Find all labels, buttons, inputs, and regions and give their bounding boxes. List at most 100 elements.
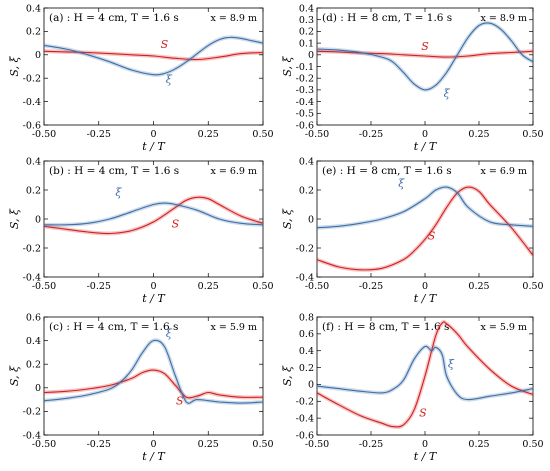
x-tick-label: -0.25	[359, 281, 383, 292]
y-tick-label: 0	[35, 383, 41, 394]
y-tick-label: 0	[308, 380, 314, 391]
x-tick-label: -0.25	[87, 439, 111, 450]
panel-d: -0.50 -0.25 0 0.25 0.50 -0.6-0.5-0.4-0.3-0.2-…	[281, 3, 544, 153]
x-tick-label: 0.25	[198, 129, 219, 140]
y-tick-label: -0.2	[23, 407, 41, 418]
x-tick-label: -0.25	[87, 281, 111, 292]
x-tick-label: 0.50	[522, 439, 543, 450]
x-axis-label: t / T	[142, 450, 166, 463]
y-tick-label: 0.4	[26, 336, 41, 347]
series-band	[317, 185, 533, 230]
x-tick-label: 0.50	[522, 281, 543, 292]
y-tick-label: -0.2	[23, 74, 41, 85]
y-tick-label: 0.1	[299, 38, 314, 49]
series-label: S	[172, 218, 180, 231]
x-tick-label: 0.50	[252, 129, 273, 140]
panel-title: (d) : H = 8 cm, T = 1.6 s	[322, 12, 452, 24]
y-tick-label: -0.4	[296, 413, 314, 424]
y-axis-label: S, ξ	[8, 365, 21, 386]
x-tick-label: 0.25	[468, 129, 489, 140]
x-axis-label: t / T	[414, 450, 438, 463]
y-tick-label: -0.2	[296, 74, 314, 85]
series-label: ξ	[166, 327, 173, 340]
series-xi	[44, 35, 263, 77]
y-tick-label: 0.4	[299, 156, 314, 167]
series-label: ξ	[398, 177, 405, 190]
y-tick-label: 0.4	[26, 156, 41, 167]
location-label: x = 8.9 m	[481, 13, 528, 24]
y-tick-label: 0	[308, 214, 314, 225]
y-axis-label: S, ξ	[281, 55, 294, 76]
x-tick-label: -0.50	[32, 439, 56, 450]
series-label: S	[419, 406, 427, 419]
plot-frame	[316, 160, 534, 278]
location-label: x = 6.9 m	[211, 166, 258, 177]
x-tick-label: 0	[422, 439, 428, 450]
y-tick-label: 0.2	[299, 185, 314, 196]
y-tick-label: -0.2	[296, 397, 314, 408]
series-label: ξ	[444, 87, 451, 100]
y-tick-label: 0	[35, 214, 41, 225]
panel-b: -0.50 -0.25 0 0.25 0.50 -0.4 -0.2 0 0.2 0.4 t / T S…	[8, 156, 274, 305]
y-tick-label: -0.3	[296, 85, 314, 96]
series-xi	[44, 201, 263, 227]
series-band	[44, 368, 263, 400]
x-axis-label: t / T	[414, 140, 438, 153]
plot-frame	[43, 160, 264, 278]
y-axis-label: S, ξ	[281, 365, 294, 386]
y-tick-label: 0.2	[26, 360, 41, 371]
x-tick-label: 0	[422, 281, 428, 292]
location-label: x = 5.9 m	[211, 322, 258, 333]
y-tick-label: 0.3	[299, 15, 314, 26]
y-tick-label: -0.2	[296, 243, 314, 254]
series-s	[317, 185, 533, 272]
series-line	[317, 22, 533, 91]
location-label: x = 8.9 m	[211, 13, 258, 24]
y-tick-label: -0.4	[23, 430, 41, 441]
series-line	[44, 196, 263, 235]
x-tick-label: -0.50	[305, 281, 329, 292]
y-tick-label: -0.4	[23, 97, 41, 108]
series-line	[317, 186, 533, 229]
y-tick-label: 0.2	[299, 27, 314, 38]
y-tick-label: -0.2	[23, 243, 41, 254]
y-tick-label: 0.6	[26, 312, 41, 323]
series-line	[44, 50, 263, 61]
panel-title: (b) : H = 4 cm, T = 1.6 s	[49, 165, 179, 177]
x-tick-label: 0	[422, 129, 428, 140]
y-tick-label: 0.8	[299, 312, 314, 323]
series-line	[317, 321, 533, 428]
y-axis-label: S, ξ	[8, 208, 21, 229]
y-tick-label: -0.4	[23, 272, 41, 283]
y-tick-label: -0.6	[296, 120, 314, 131]
x-tick-label: -0.25	[87, 129, 111, 140]
y-tick-label: 0.6	[299, 329, 314, 340]
y-tick-label: 0.4	[299, 346, 314, 357]
x-tick-label: 0	[150, 129, 156, 140]
series-label: ξ	[448, 358, 455, 371]
plot-frame	[43, 7, 264, 126]
series-s	[44, 49, 263, 62]
x-tick-label: 0.50	[522, 129, 543, 140]
series-label: ξ	[166, 73, 173, 86]
x-tick-label: -0.50	[32, 129, 56, 140]
panel-f: -0.50 -0.25 0 0.25 0.50 -0.6 -0.4 -0.2 0 0.2 0.4 0.…	[281, 312, 544, 463]
y-axis-label: S, ξ	[281, 208, 294, 229]
panel-title: (c) : H = 4 cm, T = 1.6 s	[49, 321, 178, 333]
x-tick-label: 0	[150, 439, 156, 450]
x-tick-label: 0.25	[468, 281, 489, 292]
x-tick-label: -0.50	[32, 281, 56, 292]
series-label: S	[421, 40, 429, 53]
series-label: S	[428, 229, 436, 242]
y-tick-label: -0.6	[23, 120, 41, 131]
series-line	[44, 36, 263, 76]
y-tick-label: 0.2	[299, 363, 314, 374]
y-tick-label: -0.6	[296, 430, 314, 441]
panel-a: -0.50 -0.25 0 0.25 0.50 -0.6 -0.4 -0.2 0 0.2 0.4 t …	[8, 3, 274, 153]
y-tick-label: 0.4	[299, 3, 314, 14]
y-tick-label: -0.1	[296, 62, 314, 73]
panel-e: -0.50 -0.25 0 0.25 0.50 -0.4 -0.2 0 0.2 0.4 t / T S…	[281, 156, 544, 305]
x-tick-label: 0.25	[468, 439, 489, 450]
x-axis-label: t / T	[414, 292, 438, 305]
x-tick-label: -0.50	[305, 439, 329, 450]
